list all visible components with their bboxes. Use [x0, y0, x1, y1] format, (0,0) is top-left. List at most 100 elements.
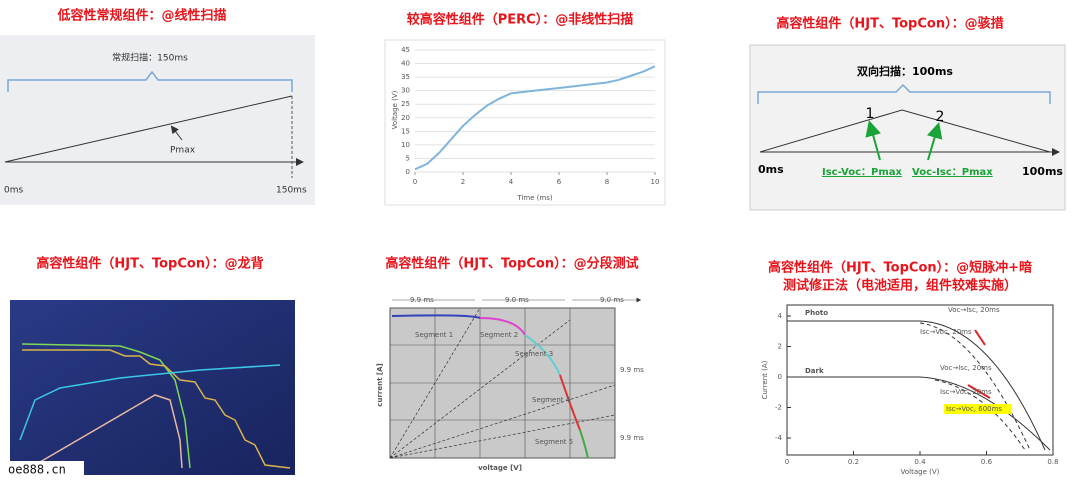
panel1: 常规扫描：150ms Pmax 0ms 150ms: [0, 35, 315, 205]
label: Dark: [805, 367, 824, 375]
curve: [934, 379, 1026, 451]
panel-bg: [757, 295, 1065, 480]
y-axis-label: Current (A): [761, 360, 769, 399]
x-tick-label: 0.2: [848, 458, 859, 466]
label: Voc→Isc, 20ms: [948, 306, 1000, 314]
label: Segment 2: [480, 331, 518, 339]
label: 2: [936, 109, 945, 125]
y-tick-label: 20: [401, 114, 410, 122]
y-tick-label: 2: [778, 343, 782, 351]
y-tick-label: 4: [778, 312, 783, 320]
panel2: Time (ms) Voltage (V) 051015202530354045…: [384, 39, 666, 206]
y-tick-label: 35: [401, 73, 410, 81]
watermark: oe888.cn: [8, 463, 66, 477]
label: 100ms: [1022, 165, 1063, 178]
panel-title: 测试修正法（电池适用，组件较难实施）: [783, 278, 1017, 294]
label: Photo: [805, 309, 828, 317]
segment: [559, 374, 581, 431]
y-tick-label: 40: [401, 60, 410, 68]
label: Voc→Isc, 20ms: [940, 364, 992, 372]
x-tick-label: 0.6: [981, 458, 993, 466]
x-tick-label: 0.4: [914, 458, 926, 466]
panel5: 9.9 ms 9.0 ms 9.0 ms Segment 1 Segment 2…: [370, 292, 650, 480]
label: 9.9 ms: [410, 296, 434, 304]
x-tick-label: 0.8: [1047, 458, 1058, 466]
y-axis-label: current [A]: [376, 363, 384, 406]
panel-title: 高容性组件（HJT、TopCon）：@短脉冲+暗: [768, 260, 1032, 276]
label: 9.9 ms: [620, 366, 644, 374]
panel-bg: [10, 300, 295, 475]
curve: [21, 343, 191, 469]
curve: [39, 394, 183, 469]
x-tick-label: 2: [461, 178, 465, 186]
highlight: [944, 404, 1012, 414]
x-tick-label: 10: [651, 178, 660, 186]
y-tick-label: 30: [401, 87, 410, 95]
panel-title: 较高容性组件（PERC）：@非线性扫描: [407, 12, 633, 28]
bracket: [757, 83, 1051, 104]
x-tick-label: 0: [413, 178, 417, 186]
y-tick-label: -2: [775, 404, 782, 412]
line: [414, 65, 656, 171]
x-axis-label: Time (ms): [516, 194, 553, 202]
label: Segment 3: [515, 350, 553, 358]
curve: [787, 320, 1046, 451]
scan-label: 常规扫描：150ms: [112, 52, 188, 64]
bracket: [7, 70, 293, 92]
curve: [19, 364, 281, 441]
scan-line: [759, 109, 1051, 153]
label: 150ms: [276, 186, 307, 196]
y-tick-label: 15: [401, 127, 410, 135]
panel-bg: [384, 39, 666, 206]
label: Segment 5: [535, 438, 573, 446]
y-tick-label: 25: [401, 100, 410, 108]
watermark-bg: [4, 461, 84, 479]
panel-title: 高容性组件（HJT、TopCon）：@分段测试: [385, 256, 638, 272]
label: Isc→Voc, 20ms: [940, 388, 992, 396]
x-axis-label: voltage [V]: [478, 464, 522, 472]
panel-bg: [0, 35, 315, 205]
label: Segment 4: [532, 396, 571, 404]
curve: [919, 322, 1031, 451]
panel-bg: [749, 44, 1066, 211]
panel-title: 高容性组件（HJT、TopCon）：@龙背: [36, 256, 263, 272]
segment: [579, 429, 589, 459]
label: Segment 1: [415, 331, 453, 339]
segment: [391, 314, 481, 319]
segment: [479, 317, 526, 336]
label: Isc-Voc：Pmax: [822, 167, 903, 178]
x-tick-label: 6: [557, 178, 562, 186]
panel4: oe888.cn: [4, 300, 295, 479]
panel-title: 高容性组件（HJT、TopCon）：@骇措: [776, 16, 1003, 32]
scan-label: 双向扫描：100ms: [857, 64, 953, 78]
x-axis-label: Voltage (V): [901, 468, 940, 476]
panel6: Photo Dark Voc→Isc, 20ms Isc→Voc, 20ms V…: [757, 295, 1065, 480]
y-tick-label: 0: [778, 373, 782, 381]
curve: [787, 376, 1051, 451]
y-axis-label: Voltage (V): [391, 90, 399, 129]
label: Voc-Isc：Pmax: [912, 167, 993, 178]
label: 0ms: [758, 163, 784, 176]
x-tick-label: 8: [605, 178, 609, 186]
label: 1: [866, 106, 875, 122]
y-tick-label: -4: [775, 434, 783, 442]
y-tick-label: 5: [406, 154, 410, 162]
arrow: [865, 120, 881, 161]
load-lines: [389, 307, 616, 459]
x-tick-label: 0: [785, 458, 789, 466]
segment: [524, 334, 561, 376]
y-tick-label: 10: [401, 141, 410, 149]
label: 0ms: [4, 186, 23, 196]
label: Isc→Voc, 20ms: [920, 328, 972, 336]
arrow: [926, 122, 943, 161]
y-tick-label: 0: [406, 168, 410, 176]
label: 9.0 ms: [505, 296, 529, 304]
label: 9.0 ms: [600, 296, 624, 304]
label: Isc→Voc, 600ms: [946, 405, 1002, 413]
markers: [967, 329, 991, 399]
label: Pmax: [170, 146, 196, 156]
label: 9.9 ms: [620, 434, 644, 442]
arrow: [170, 125, 183, 141]
curve: [22, 349, 291, 469]
